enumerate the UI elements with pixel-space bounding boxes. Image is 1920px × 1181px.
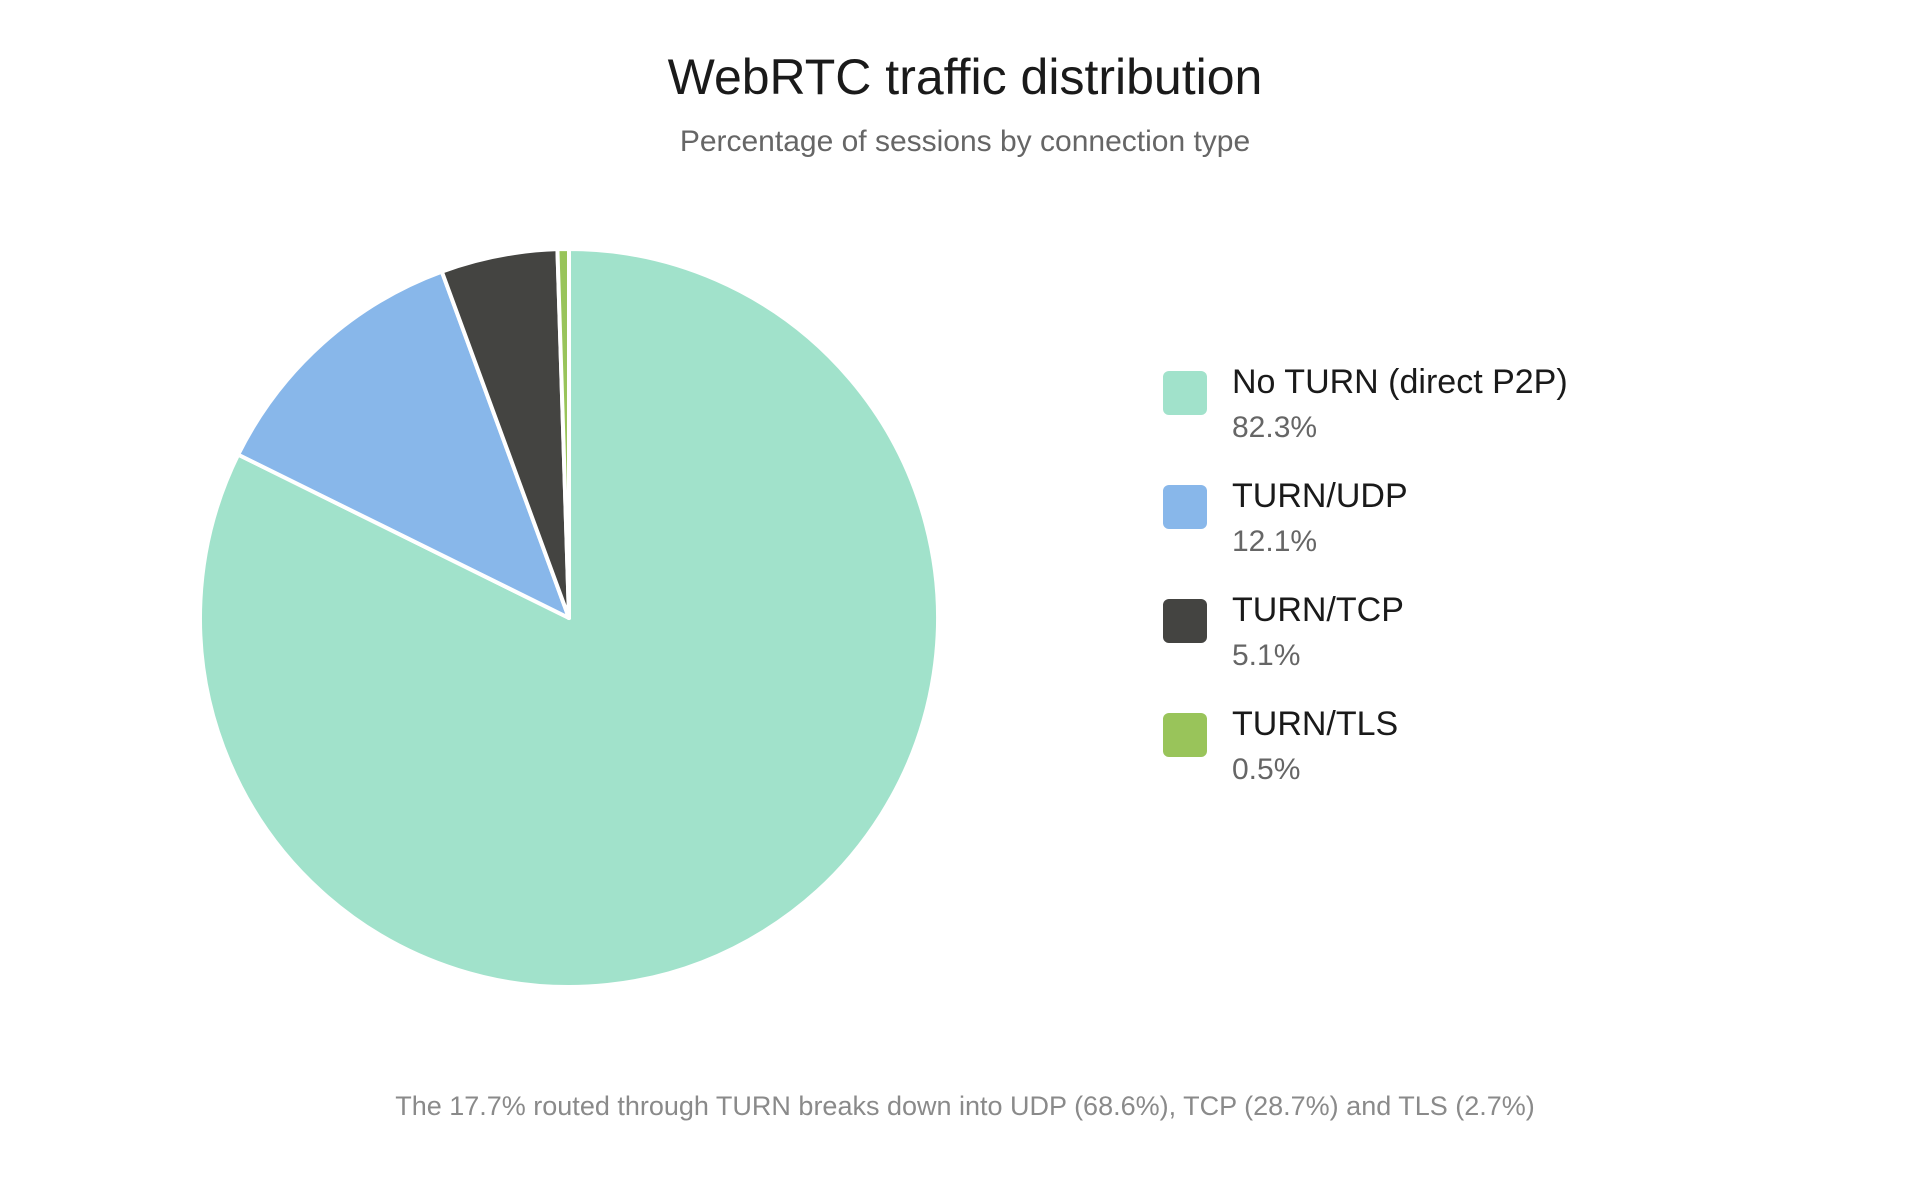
chart-subtitle: Percentage of sessions by connection typ… — [680, 125, 1250, 158]
pie-slice — [236, 269, 571, 620]
legend-label: No TURN (direct P2P) — [1232, 363, 1568, 401]
legend-label: TURN/TLS — [1232, 705, 1398, 743]
footnote: The 17.7% routed through TURN breaks dow… — [395, 1091, 1535, 1121]
legend-swatch — [1163, 485, 1207, 529]
legend-label: TURN/TCP — [1232, 591, 1404, 629]
pie-slice — [555, 247, 571, 620]
legend-swatch — [1163, 713, 1207, 757]
legend-value: 5.1% — [1232, 639, 1300, 672]
legend-label: TURN/UDP — [1232, 477, 1408, 515]
legend-swatch — [1163, 599, 1207, 643]
legend-value: 82.3% — [1232, 411, 1317, 444]
legend-swatch — [1163, 371, 1207, 415]
legend-value: 12.1% — [1232, 525, 1317, 558]
legend-value: 0.5% — [1232, 753, 1300, 786]
chart-title: WebRTC traffic distribution — [668, 49, 1263, 105]
